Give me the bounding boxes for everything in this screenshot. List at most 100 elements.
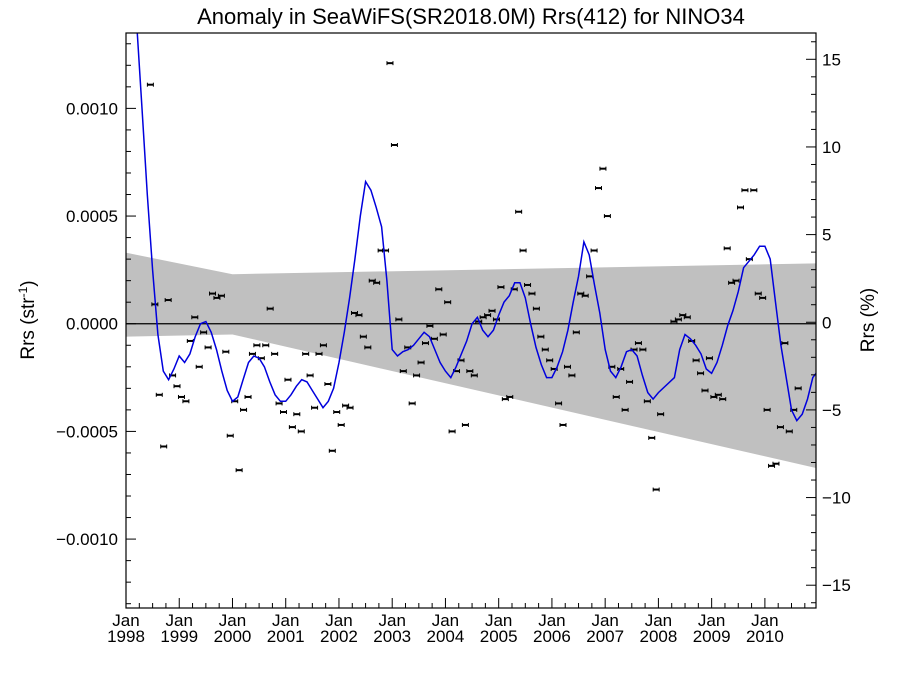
y-tick-label-right: 5	[822, 226, 831, 245]
data-point	[288, 425, 296, 430]
data-point	[275, 401, 283, 406]
data-point	[705, 356, 713, 361]
data-point	[399, 369, 407, 374]
x-tick-label-year: 2004	[427, 627, 465, 646]
data-point	[182, 399, 190, 404]
data-point	[648, 435, 656, 440]
x-tick-label-month: Jan	[325, 611, 352, 630]
data-point	[563, 364, 571, 369]
y-tick-label-left: 0.0005	[66, 207, 118, 226]
data-point	[328, 448, 336, 453]
data-point	[595, 186, 603, 191]
x-tick-label-year: 2001	[267, 627, 305, 646]
data-point	[754, 291, 762, 296]
data-point	[395, 317, 403, 322]
x-tick-label-year: 2000	[214, 627, 252, 646]
data-point	[417, 360, 425, 365]
data-point	[555, 401, 563, 406]
data-point	[488, 308, 496, 313]
data-point	[315, 351, 323, 356]
data-point	[173, 384, 181, 389]
data-point	[572, 330, 580, 335]
data-point	[240, 407, 248, 412]
data-point	[750, 188, 758, 193]
data-point	[785, 429, 793, 434]
y-tick-label-right: −10	[822, 489, 851, 508]
data-point	[209, 291, 217, 296]
data-point	[692, 358, 700, 363]
data-point	[164, 298, 172, 303]
data-point	[515, 209, 523, 214]
data-point	[337, 422, 345, 427]
data-point	[506, 394, 514, 399]
x-tick-label-month: Jan	[538, 611, 565, 630]
data-point	[581, 293, 589, 298]
x-tick-label-year: 2007	[586, 627, 624, 646]
data-point	[537, 334, 545, 339]
data-point	[546, 358, 554, 363]
y-axis-label-left-superscript: -1	[16, 286, 30, 297]
data-point	[643, 399, 651, 404]
x-tick-label-month: Jan	[166, 611, 193, 630]
data-point	[524, 282, 532, 287]
data-point	[302, 351, 310, 356]
data-point	[333, 410, 341, 415]
data-point	[271, 351, 279, 356]
data-point	[226, 433, 234, 438]
data-point	[781, 341, 789, 346]
series-line-0	[136, 33, 816, 422]
x-tick-label-month: Jan	[219, 611, 246, 630]
data-point	[772, 461, 780, 466]
y-tick-label-right: 10	[822, 138, 841, 157]
y-tick-label-left: −0.0010	[56, 530, 118, 549]
data-point	[484, 313, 492, 318]
data-point	[217, 293, 225, 298]
data-point	[306, 373, 314, 378]
data-point	[763, 407, 771, 412]
data-point	[413, 373, 421, 378]
data-point	[701, 388, 709, 393]
data-point	[253, 343, 261, 348]
data-point	[776, 425, 784, 430]
data-point	[723, 246, 731, 251]
x-tick-label-year: 1999	[160, 627, 198, 646]
data-point	[297, 429, 305, 434]
data-point	[426, 323, 434, 328]
data-point	[626, 379, 634, 384]
x-tick-label-month: Jan	[485, 611, 512, 630]
data-point	[714, 392, 722, 397]
chart-title: Anomaly in SeaWiFS(SR2018.0M) Rrs(412) f…	[197, 4, 745, 29]
y-tick-label-left: −0.0005	[56, 422, 118, 441]
data-point	[444, 300, 452, 305]
plot-frame	[125, 32, 817, 609]
data-point	[497, 285, 505, 290]
data-point	[235, 468, 243, 473]
data-point	[697, 371, 705, 376]
data-point	[222, 349, 230, 354]
data-point	[262, 343, 270, 348]
data-point	[634, 341, 642, 346]
x-tick-label-year: 2002	[320, 627, 358, 646]
y-axis-label-right: Rrs (%)	[858, 288, 879, 352]
data-point	[719, 397, 727, 402]
data-point	[266, 306, 274, 311]
x-tick-label-year: 2008	[639, 627, 677, 646]
data-point	[191, 315, 199, 320]
data-point	[528, 291, 536, 296]
x-tick-label-year: 2010	[746, 627, 784, 646]
data-point	[519, 248, 527, 253]
y-tick-label-left: 0.0010	[66, 99, 118, 118]
data-point	[621, 407, 629, 412]
data-point	[200, 330, 208, 335]
data-point	[390, 142, 398, 147]
uncertainty-band	[126, 252, 816, 468]
x-tick-label-month: Jan	[112, 611, 139, 630]
x-tick-label-month: Jan	[432, 611, 459, 630]
data-point	[319, 343, 327, 348]
x-tick-label-year: 2009	[693, 627, 731, 646]
x-tick-label-month: Jan	[698, 611, 725, 630]
data-point	[324, 382, 332, 387]
data-point	[439, 332, 447, 337]
data-point	[461, 422, 469, 427]
